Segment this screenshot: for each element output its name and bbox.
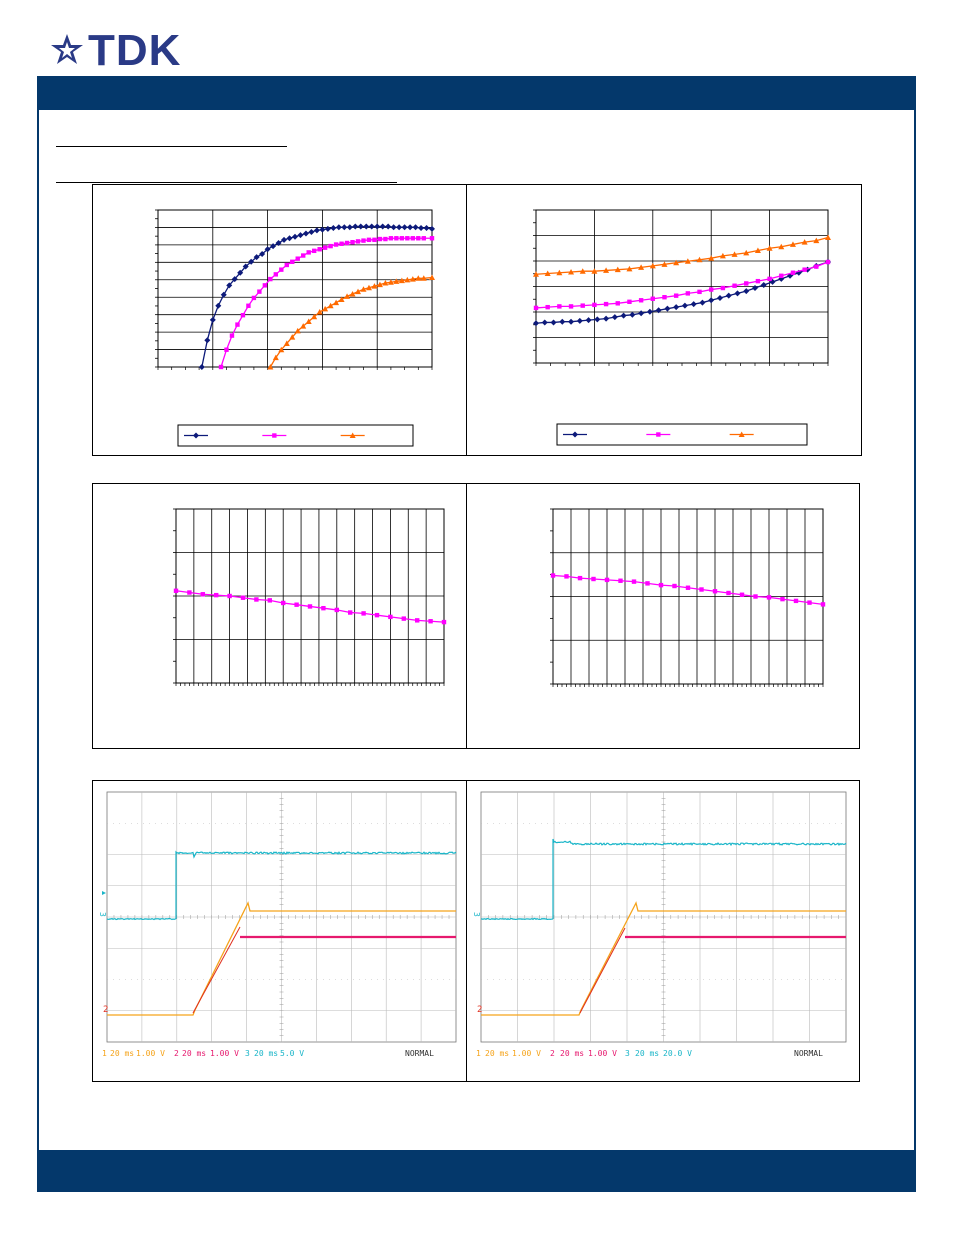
scope2-ch2-volts: 1.00 V: [588, 1049, 617, 1058]
scope2-ch2-num: 2: [550, 1049, 555, 1058]
panel-divider-row2: [466, 483, 467, 749]
scope1-ch2-volts: 1.00 V: [210, 1049, 239, 1058]
panel-divider-row1: [466, 184, 467, 456]
scope2-mode: NORMAL: [794, 1049, 823, 1058]
chart-panel-row2: [92, 483, 860, 749]
scope2-ch3-num: 3: [625, 1049, 630, 1058]
frame-right: [914, 110, 916, 1192]
scope1-ch3-volts: 5.0 V: [280, 1049, 304, 1058]
header-bar: [37, 76, 916, 110]
scope2-ch1-volts: 1.00 V: [512, 1049, 541, 1058]
scope1-mode: NORMAL: [405, 1049, 434, 1058]
scope1-ch1-volts: 1.00 V: [136, 1049, 165, 1058]
scope1-ch1-time: 20 ms: [110, 1049, 134, 1058]
scope2-ch2-time: 20 ms: [560, 1049, 584, 1058]
frame-left: [37, 110, 39, 1192]
scope2-label-row: 1 20 ms 1.00 V 2 20 ms 1.00 V 3 20 ms 20…: [476, 1049, 856, 1061]
scope1-ch2-num: 2: [174, 1049, 179, 1058]
heading-rule-2: [56, 182, 397, 183]
scope1-ch1-num: 1: [102, 1049, 107, 1058]
tdk-star-logo-icon: [48, 32, 86, 70]
chart-panel-row1: [92, 184, 862, 456]
panel-divider-row3: [466, 780, 467, 1082]
scope2-ch3-volts: 20.0 V: [663, 1049, 692, 1058]
scope1-ch3-time: 20 ms: [254, 1049, 278, 1058]
heading-rule-1: [56, 146, 287, 147]
scope2-ch1-time: 20 ms: [485, 1049, 509, 1058]
scope2-ch3-time: 20 ms: [635, 1049, 659, 1058]
tdk-logo: TDK: [46, 30, 216, 72]
scope1-ch3-num: 3: [245, 1049, 250, 1058]
scope2-ch1-num: 1: [476, 1049, 481, 1058]
scope-panel: [92, 780, 860, 1082]
scope1-label-row: 1 20 ms 1.00 V 2 20 ms 1.00 V 3 20 ms 5.…: [102, 1049, 462, 1061]
brand-name: TDK: [88, 26, 181, 76]
scope1-ch2-time: 20 ms: [182, 1049, 206, 1058]
footer-bar: [37, 1150, 916, 1192]
